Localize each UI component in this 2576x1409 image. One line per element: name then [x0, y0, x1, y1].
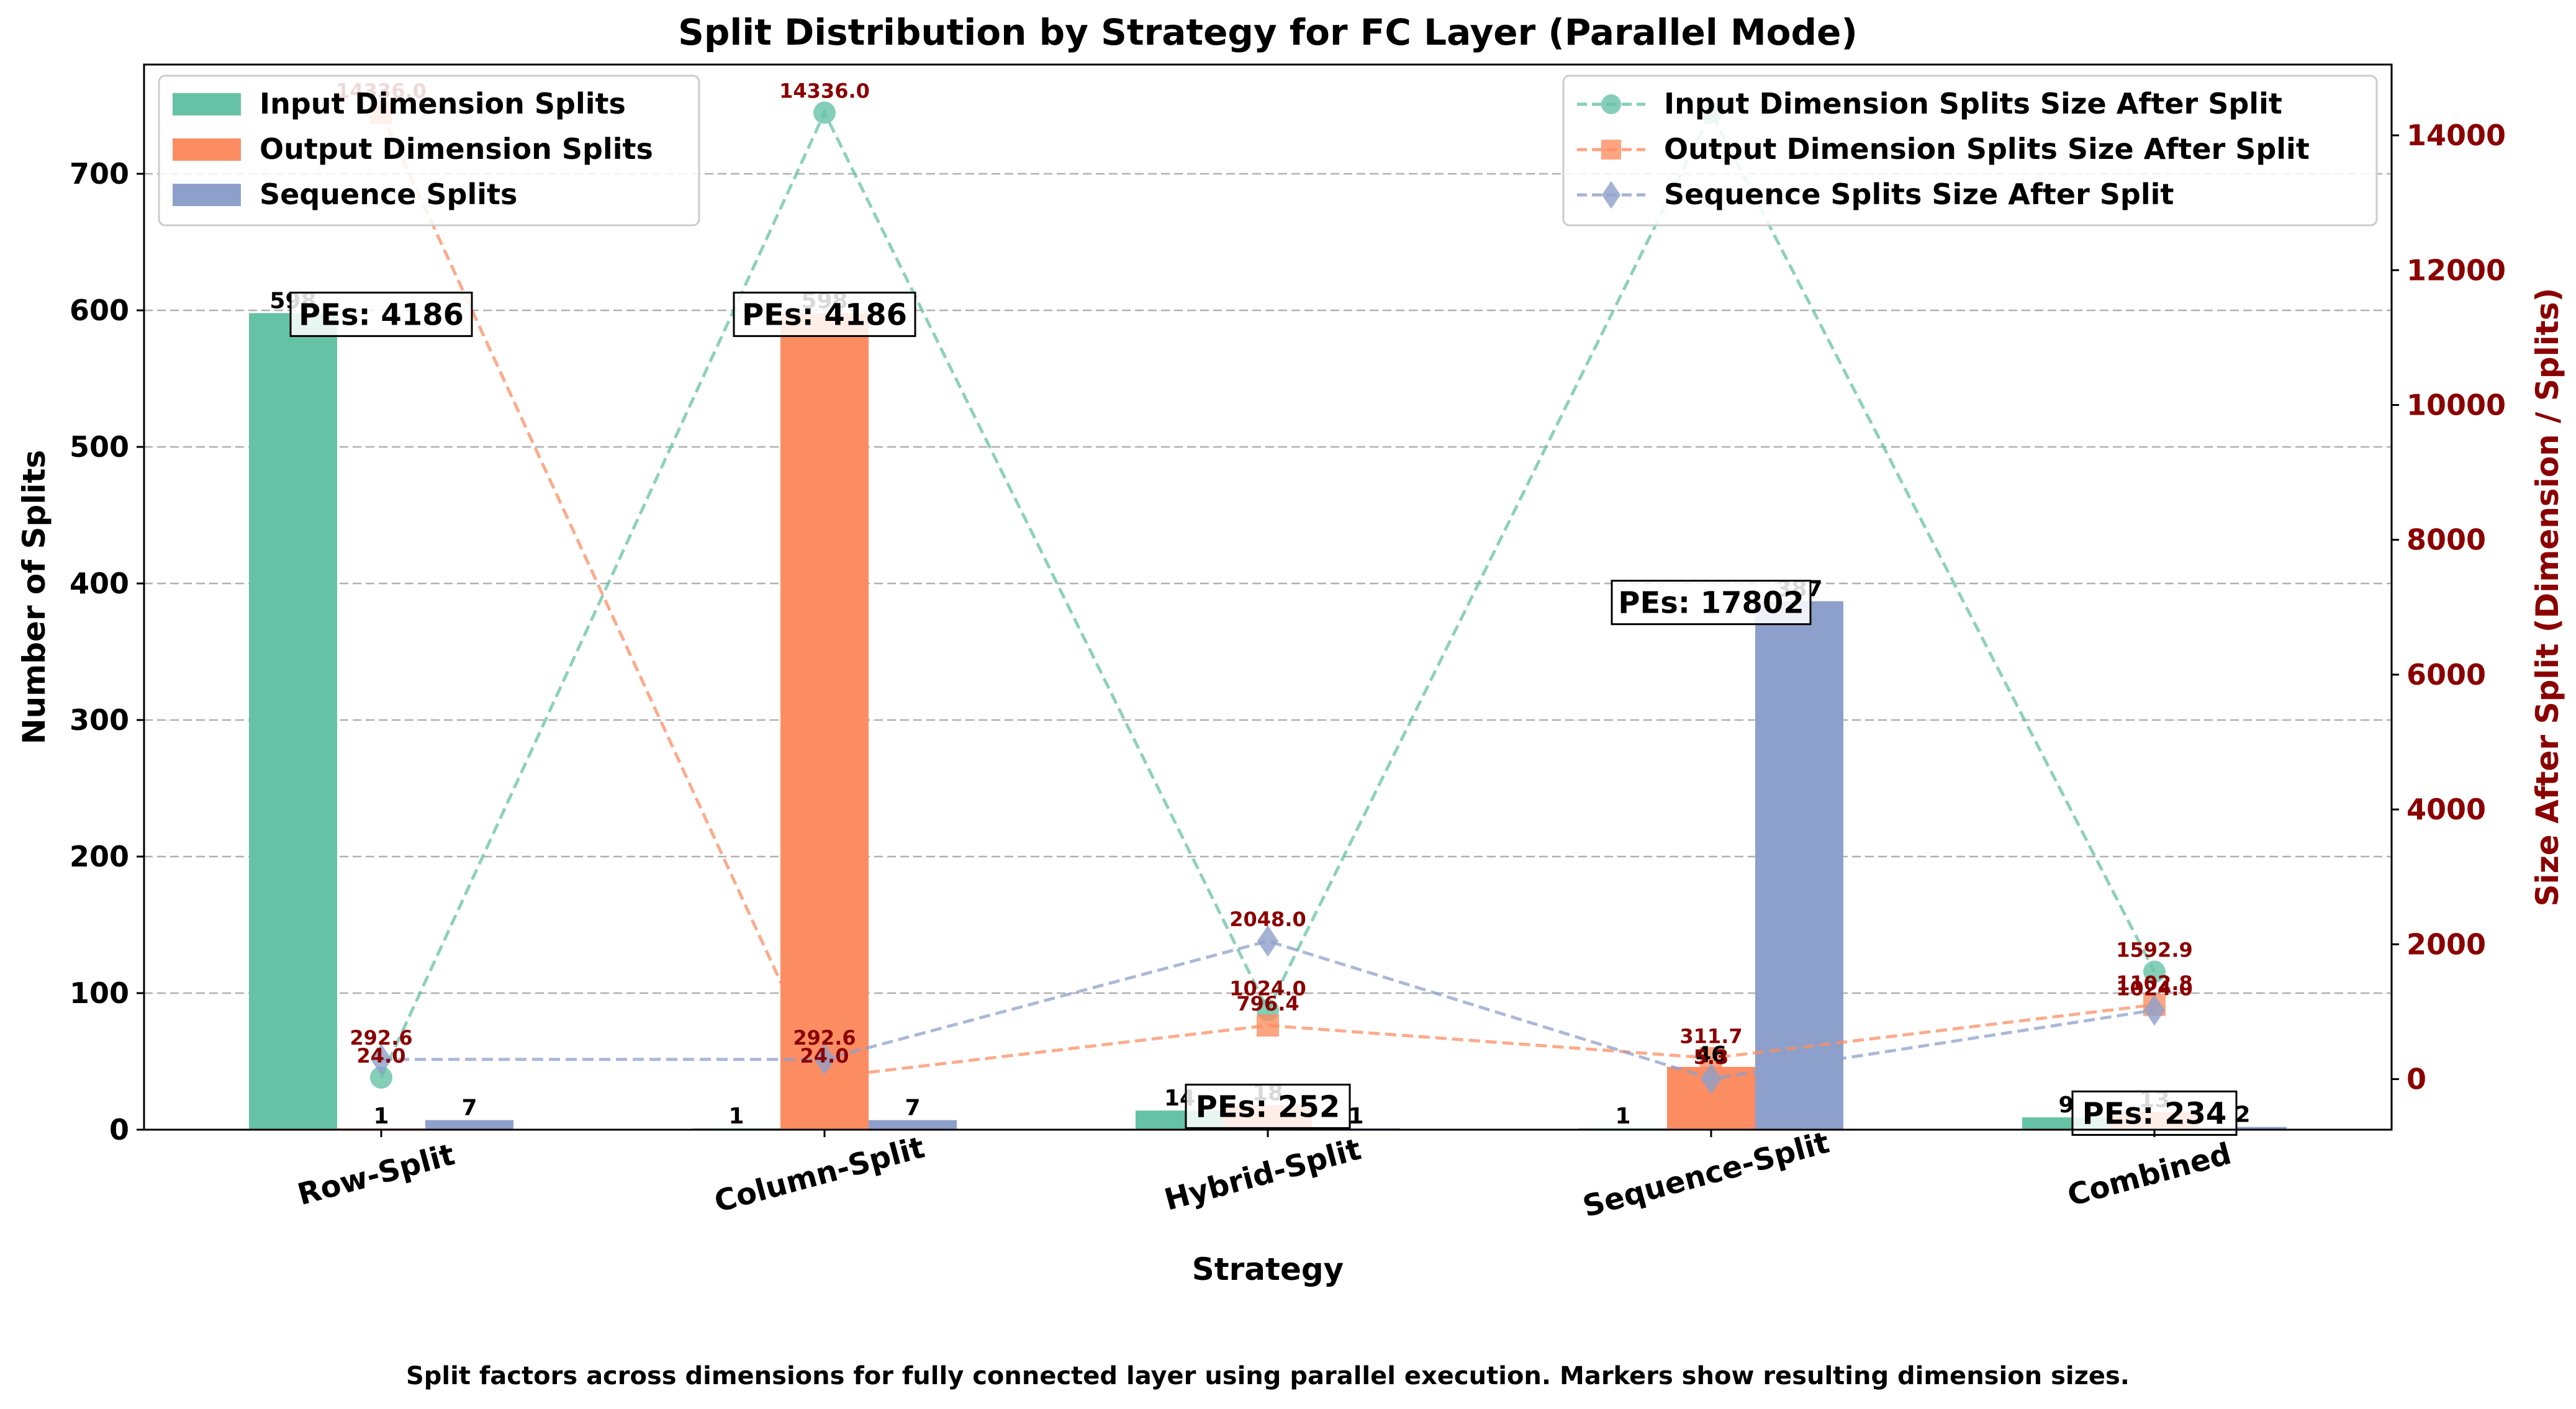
line-marker-diamond: [1601, 181, 1621, 209]
chart-title: Split Distribution by Strategy for FC La…: [678, 11, 1858, 53]
pe-annotation-box: [2071, 1090, 2238, 1136]
line-series-path: [379, 112, 2155, 1079]
line-value-label: 24.0: [800, 1044, 849, 1068]
y-tick-label: 200: [70, 840, 129, 873]
line-marker-square: [1257, 1014, 1279, 1037]
bar: [780, 313, 869, 1130]
y2-tick-label: 12000: [2407, 253, 2506, 287]
line-series-path: [381, 939, 2155, 1081]
legend-line-label: Sequence Splits Size After Split: [1664, 178, 2174, 211]
bar: [1755, 601, 1843, 1130]
line-value-label: 2048.0: [1229, 907, 1306, 931]
y-tick-label: 100: [70, 976, 129, 1010]
line-value-label: 24.0: [357, 1044, 406, 1068]
y-tick-label: 0: [109, 1113, 129, 1146]
y-axis-label: Number of Splits: [16, 450, 52, 745]
pe-annotation-label: PEs: 4186: [299, 297, 464, 332]
y-tick-label: 500: [70, 430, 129, 464]
line-value-label: 1102.8: [2116, 971, 2192, 995]
legend-bars-frame: [158, 74, 700, 227]
line-marker-circle: [1601, 94, 1621, 114]
x-axis-label: Strategy: [1192, 1251, 1344, 1287]
line-value-label: 14336.0: [779, 79, 870, 103]
legend-bar-label: Sequence Splits: [260, 178, 517, 211]
legend-bar-swatch: [173, 93, 241, 115]
line-value-label: 1592.9: [2116, 939, 2192, 962]
bar-value-label: 9: [2058, 1092, 2074, 1118]
pe-annotation-label: PEs: 17802: [1618, 586, 1804, 621]
bar: [2199, 1127, 2287, 1130]
line-value-label: 1024.0: [1229, 976, 1306, 1000]
pe-annotation-box: [1611, 580, 1812, 626]
bar-value-label: 1: [1615, 1104, 1630, 1129]
line-marker-square: [1601, 140, 1621, 160]
y2-axis-label: Size After Split (Dimension / Splits): [2529, 288, 2565, 907]
y2-tick-label: 2000: [2407, 927, 2486, 961]
bar-value-label: 2: [2235, 1102, 2250, 1128]
left-axis-ticks: 0 100 200 300 400 500 600 700: [70, 157, 144, 1146]
right-axis-ticks: 0 2000 4000 6000 8000 10000 12000 14000: [2392, 119, 2506, 1096]
bar: [249, 313, 337, 1130]
pe-annotation-box: [289, 291, 473, 337]
line-value-label: 5.3: [1694, 1045, 1729, 1069]
bar: [425, 1120, 513, 1130]
pe-annotation-box: [1185, 1083, 1351, 1129]
bar-value-label: 7: [905, 1096, 920, 1121]
y2-tick-label: 10000: [2407, 388, 2506, 421]
y2-tick-label: 0: [2407, 1063, 2426, 1096]
line-value-label: 292.6: [350, 1026, 412, 1050]
legend-bar-swatch: [173, 184, 241, 206]
line-marker-diamond: [813, 1043, 836, 1075]
pe-annotation-label: PEs: 234: [2082, 1096, 2227, 1131]
line-value-label: 1024.0: [2116, 976, 2192, 1000]
bar-value-label: 7: [461, 1096, 477, 1121]
bar-value-label: 1: [1348, 1104, 1363, 1129]
line-value-label: 311.7: [1679, 1025, 1742, 1048]
y2-tick-label: 14000: [2407, 119, 2506, 152]
y-tick-label: 300: [70, 703, 129, 737]
legend-lines-frame: [1562, 74, 2378, 227]
y2-tick-label: 8000: [2407, 523, 2486, 557]
grid-lines: [144, 173, 2392, 994]
line-marker-circle: [370, 1066, 392, 1089]
legend-bar-swatch: [173, 138, 241, 161]
y-tick-label: 700: [70, 157, 129, 191]
legend-bars: Input Dimension Splits Output Dimension S…: [158, 74, 700, 227]
bars: [249, 313, 2287, 1130]
bar-value-label: 46: [1696, 1042, 1727, 1068]
line-value-label: 292.6: [793, 1026, 856, 1050]
pe-annotation-box: [733, 291, 916, 337]
bar-value-label: 1: [373, 1104, 389, 1129]
legend-bar-label: Output Dimension Splits: [260, 132, 653, 166]
legend-line-label: Input Dimension Splits Size After Split: [1664, 87, 2282, 120]
y2-tick-label: 6000: [2407, 658, 2486, 691]
caption: Split factors across dimensions for full…: [406, 1362, 2130, 1390]
pe-annotation-label: PEs: 4186: [742, 297, 907, 332]
line-marker-diamond: [2143, 994, 2166, 1026]
line-value-label: 796.4: [1236, 992, 1299, 1015]
y-tick-label: 400: [70, 567, 129, 600]
line-series: [370, 101, 2166, 1095]
bar-value-label: 1: [728, 1104, 744, 1129]
line-marker-circle: [2143, 960, 2166, 983]
line-marker-diamond: [1700, 1063, 1722, 1095]
legend-lines: Input Dimension Splits Size After Split O…: [1562, 74, 2378, 227]
legend-bar-label: Input Dimension Splits: [260, 87, 626, 120]
pe-annotations: PEs: 4186 PEs: 4186 PEs: 252 PEs: 17802 PEs:…: [289, 291, 2238, 1136]
bar: [869, 1120, 957, 1130]
line-marker-diamond: [370, 1043, 392, 1075]
line-marker-circle: [813, 101, 836, 124]
y2-tick-label: 4000: [2407, 793, 2486, 826]
pe-annotation-label: PEs: 252: [1196, 1089, 1340, 1124]
y-tick-label: 600: [70, 294, 129, 327]
legend-line-label: Output Dimension Splits Size After Split: [1664, 132, 2310, 166]
line-marker-diamond: [1257, 925, 1279, 957]
